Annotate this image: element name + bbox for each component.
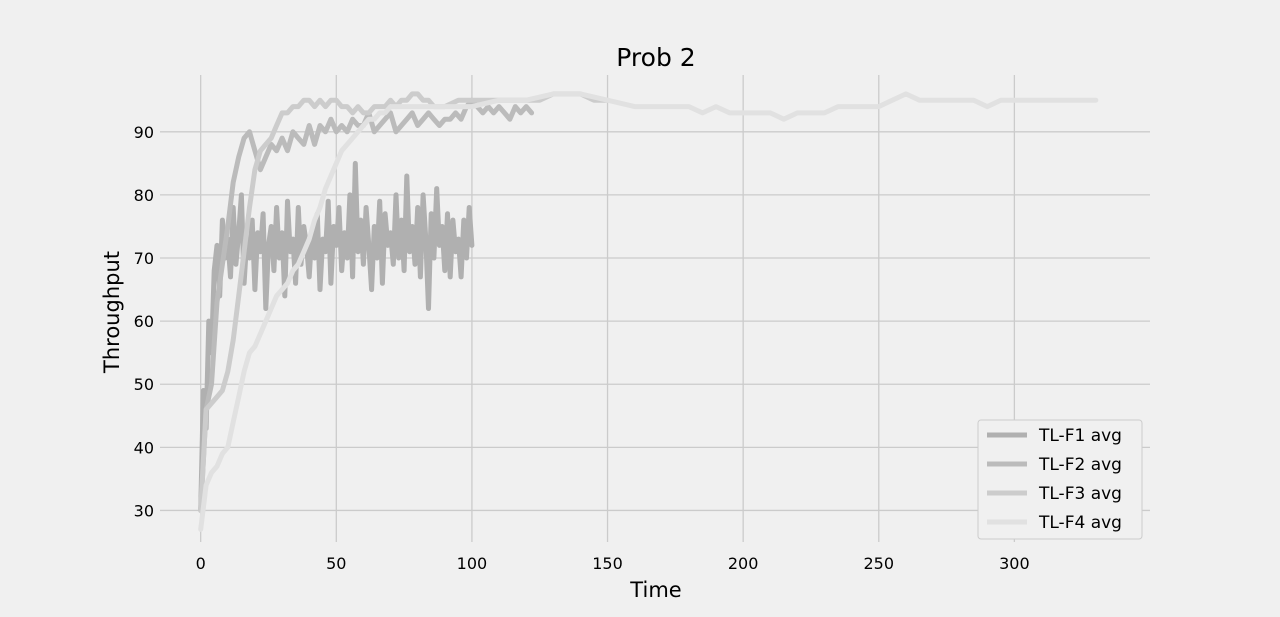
x-tick-labels: 0 50 100 150 200 250 300 bbox=[196, 554, 1030, 573]
series-line-3 bbox=[198, 91, 610, 513]
x-tick-label: 200 bbox=[728, 554, 759, 573]
legend-label: TL-F3 avg bbox=[1038, 484, 1122, 504]
y-tick-label: 60 bbox=[134, 312, 154, 331]
x-tick-label: 250 bbox=[863, 554, 894, 573]
x-tick-label: 0 bbox=[196, 554, 206, 573]
y-tick-label: 40 bbox=[134, 438, 154, 457]
y-tick-label: 30 bbox=[134, 501, 154, 520]
legend-box bbox=[977, 419, 1143, 540]
series-lines bbox=[198, 91, 1099, 532]
y-tick-labels: 30 40 50 60 70 80 90 bbox=[134, 123, 154, 521]
y-axis-label: Throughput bbox=[100, 251, 124, 374]
legend-label: TL-F1 avg bbox=[1038, 426, 1122, 446]
x-tick-label: 50 bbox=[326, 554, 346, 573]
x-axis-label: Time bbox=[629, 578, 681, 602]
chart-title: Prob 2 bbox=[616, 43, 695, 72]
x-tick-label: 100 bbox=[457, 554, 488, 573]
x-tick-label: 150 bbox=[592, 554, 623, 573]
grid bbox=[160, 75, 1150, 542]
legend-label: TL-F4 avg bbox=[1038, 513, 1122, 533]
y-tick-label: 50 bbox=[134, 375, 154, 394]
y-tick-label: 90 bbox=[134, 123, 154, 142]
legend-label: TL-F2 avg bbox=[1038, 455, 1122, 475]
y-tick-label: 80 bbox=[134, 186, 154, 205]
legend: TL-F1 avg TL-F2 avg TL-F3 avg TL-F4 avg bbox=[977, 419, 1143, 540]
series-line-4 bbox=[198, 91, 1099, 532]
y-tick-label: 70 bbox=[134, 249, 154, 268]
x-tick-label: 300 bbox=[999, 554, 1030, 573]
